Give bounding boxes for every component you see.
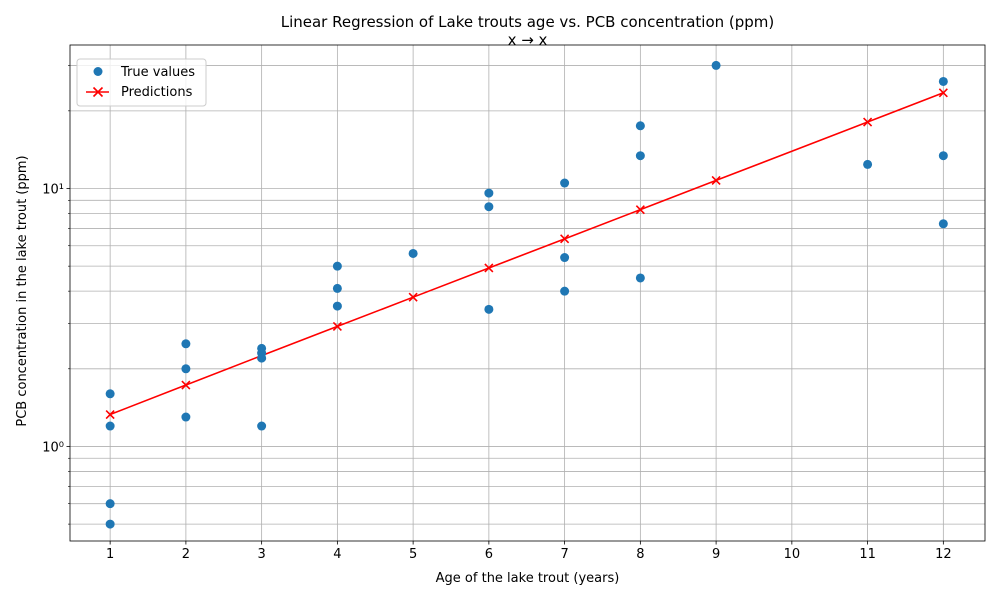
x-tick-label: 1 (106, 547, 114, 562)
x-tick-label: 8 (636, 547, 644, 562)
prediction-point (635, 205, 645, 215)
legend-frame (76, 58, 207, 107)
x-tick-label: 2 (182, 547, 190, 562)
data-point (105, 499, 115, 509)
x-tick-label: 11 (859, 547, 876, 562)
data-point (181, 364, 191, 374)
data-point (484, 202, 494, 212)
data-point (560, 253, 570, 263)
data-point (938, 151, 948, 161)
legend-predictions-marker (92, 86, 104, 98)
data-point (560, 286, 570, 296)
prediction-point (863, 117, 873, 127)
data-point (332, 283, 342, 293)
data-point (484, 188, 494, 198)
chart-title: Linear Regression of Lake trouts age vs.… (281, 13, 775, 31)
data-point (181, 412, 191, 422)
x-axis-label: Age of the lake trout (years) (436, 571, 620, 586)
x-tick-label: 10 (784, 547, 801, 562)
data-point (332, 261, 342, 271)
predictions-series (105, 88, 948, 420)
prediction-point (484, 263, 494, 273)
y-axis-label: PCB concentration in the lake trout (ppm… (15, 155, 30, 426)
x-tick-label: 9 (712, 547, 720, 562)
data-point (938, 219, 948, 229)
chart-subtitle: x → x (508, 31, 548, 49)
data-point (408, 248, 418, 258)
data-point (635, 151, 645, 161)
prediction-point (938, 88, 948, 98)
data-point (635, 121, 645, 131)
data-point (181, 339, 191, 349)
legend: True values Predictions (76, 58, 207, 107)
y-tick-label: 10¹ (42, 182, 64, 197)
plot-area-frame (69, 44, 986, 542)
data-point (257, 421, 267, 431)
data-point (484, 304, 494, 314)
legend-predictions-label: Predictions (121, 85, 193, 100)
legend-true-values-marker (93, 67, 103, 76)
prediction-point (332, 321, 342, 331)
data-point (560, 178, 570, 188)
data-point (105, 389, 115, 399)
x-tick-label: 5 (409, 547, 417, 562)
data-point (105, 519, 115, 529)
x-tick-label: 12 (935, 547, 952, 562)
data-point (635, 273, 645, 283)
data-point (332, 301, 342, 311)
true-values-series (105, 60, 948, 529)
grid-lines (70, 45, 985, 541)
prediction-point (181, 380, 191, 390)
x-tick-label: 7 (560, 547, 568, 562)
x-tick-label: 3 (257, 547, 265, 562)
prediction-point (408, 292, 418, 302)
data-point (863, 159, 873, 169)
data-point (105, 421, 115, 431)
data-point (257, 353, 267, 363)
prediction-point (560, 234, 570, 244)
data-point (711, 60, 721, 70)
legend-true-values-label: True values (120, 65, 195, 80)
prediction-point (105, 409, 115, 420)
x-tick-label: 6 (485, 547, 493, 562)
x-tick-label: 4 (333, 547, 341, 562)
prediction-line (109, 92, 944, 416)
y-tick-label: 10⁰ (42, 440, 64, 455)
prediction-point (711, 175, 721, 185)
data-point (938, 76, 948, 86)
